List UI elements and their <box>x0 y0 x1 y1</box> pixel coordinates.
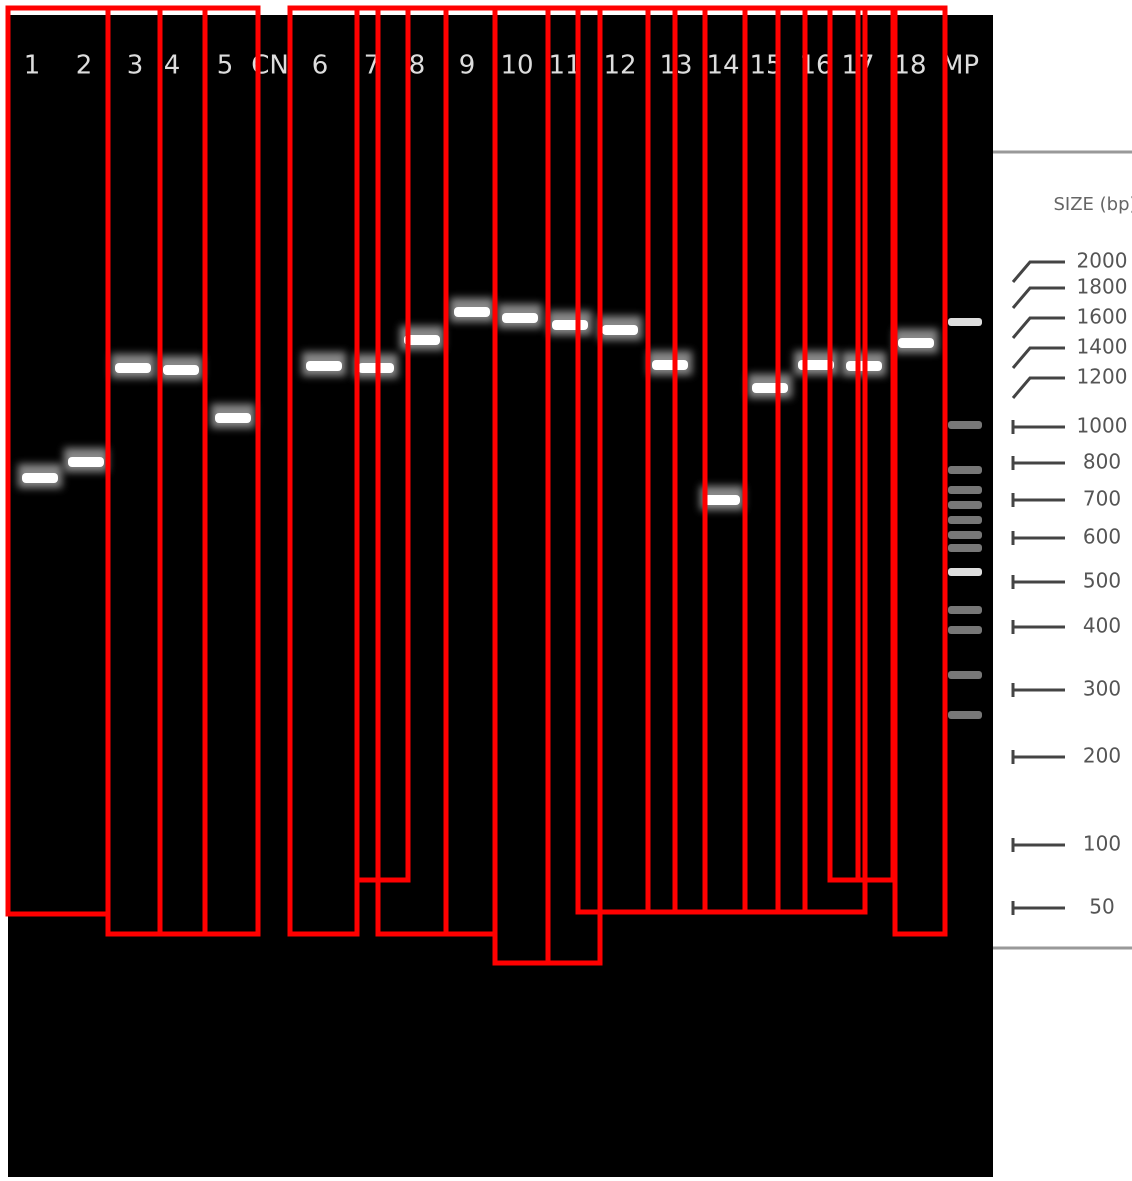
band <box>502 313 538 323</box>
size-tick <box>1011 376 1065 399</box>
gel <box>8 15 993 1177</box>
ladder-band <box>948 626 982 634</box>
ladder-band <box>948 486 982 494</box>
band <box>552 320 588 330</box>
size-tick <box>1011 575 1065 589</box>
lane-label: 3 <box>127 51 144 81</box>
size-label: 1200 <box>1077 365 1128 389</box>
ladder-band <box>948 466 982 474</box>
size-tick <box>1011 493 1065 507</box>
ladder-band <box>948 421 982 429</box>
band <box>68 457 104 467</box>
size-label: 500 <box>1083 569 1121 593</box>
ladder-band <box>948 531 982 539</box>
ladder-band <box>948 671 982 679</box>
band <box>163 365 199 375</box>
band <box>752 383 788 393</box>
lane-label: 12 <box>603 51 636 81</box>
band <box>652 360 688 370</box>
band <box>898 338 934 348</box>
size-label: 700 <box>1083 487 1121 511</box>
lane-label: 14 <box>706 51 739 81</box>
size-label: 1400 <box>1077 335 1128 359</box>
size-tick <box>1011 620 1065 634</box>
band <box>404 335 440 345</box>
lane-label: 18 <box>893 51 926 81</box>
size-label: 1800 <box>1077 275 1128 299</box>
size-label: 100 <box>1083 832 1121 856</box>
legend-panel <box>993 152 1132 948</box>
size-label: 800 <box>1083 450 1121 474</box>
ladder-band <box>948 501 982 509</box>
size-tick <box>1011 260 1065 283</box>
size-tick <box>1011 316 1065 339</box>
lane-label: 5 <box>217 51 234 81</box>
annotation-box <box>202 5 261 937</box>
ladder-band <box>948 606 982 614</box>
size-label: 2000 <box>1077 249 1128 273</box>
lane-label: 2 <box>76 51 93 81</box>
size-tick <box>1011 750 1065 764</box>
size-tick <box>1011 838 1065 852</box>
lane-label: 8 <box>409 51 426 81</box>
size-tick <box>1011 286 1065 309</box>
lane-label: 1 <box>24 51 41 81</box>
size-label: 400 <box>1083 614 1121 638</box>
band <box>22 473 58 483</box>
annotation-box <box>545 5 603 966</box>
size-label: 1600 <box>1077 305 1128 329</box>
ladder-band <box>948 318 982 326</box>
size-label: 600 <box>1083 525 1121 549</box>
size-label: 50 <box>1089 895 1114 919</box>
band <box>704 495 740 505</box>
ladder-band <box>948 544 982 552</box>
size-label: 200 <box>1083 744 1121 768</box>
annotation-box <box>892 5 948 937</box>
band <box>454 307 490 317</box>
lane-label: 9 <box>459 51 476 81</box>
size-tick <box>1011 683 1065 697</box>
size-label: 300 <box>1083 677 1121 701</box>
size-tick <box>1011 456 1065 470</box>
size-tick <box>1011 901 1065 915</box>
lane-label: 6 <box>312 51 329 81</box>
band <box>115 363 151 373</box>
band <box>215 413 251 423</box>
size-tick <box>1011 346 1065 369</box>
size-label: 1000 <box>1077 414 1128 438</box>
ladder-band <box>948 516 982 524</box>
legend-title: SIZE (bp) <box>1053 194 1132 215</box>
size-tick <box>1011 420 1065 434</box>
band <box>306 361 342 371</box>
ladder-band <box>948 711 982 719</box>
band <box>602 325 638 335</box>
lane-label: 4 <box>164 51 181 81</box>
size-tick <box>1011 531 1065 545</box>
lane-label: 10 <box>500 51 533 81</box>
ladder-band <box>948 568 982 576</box>
